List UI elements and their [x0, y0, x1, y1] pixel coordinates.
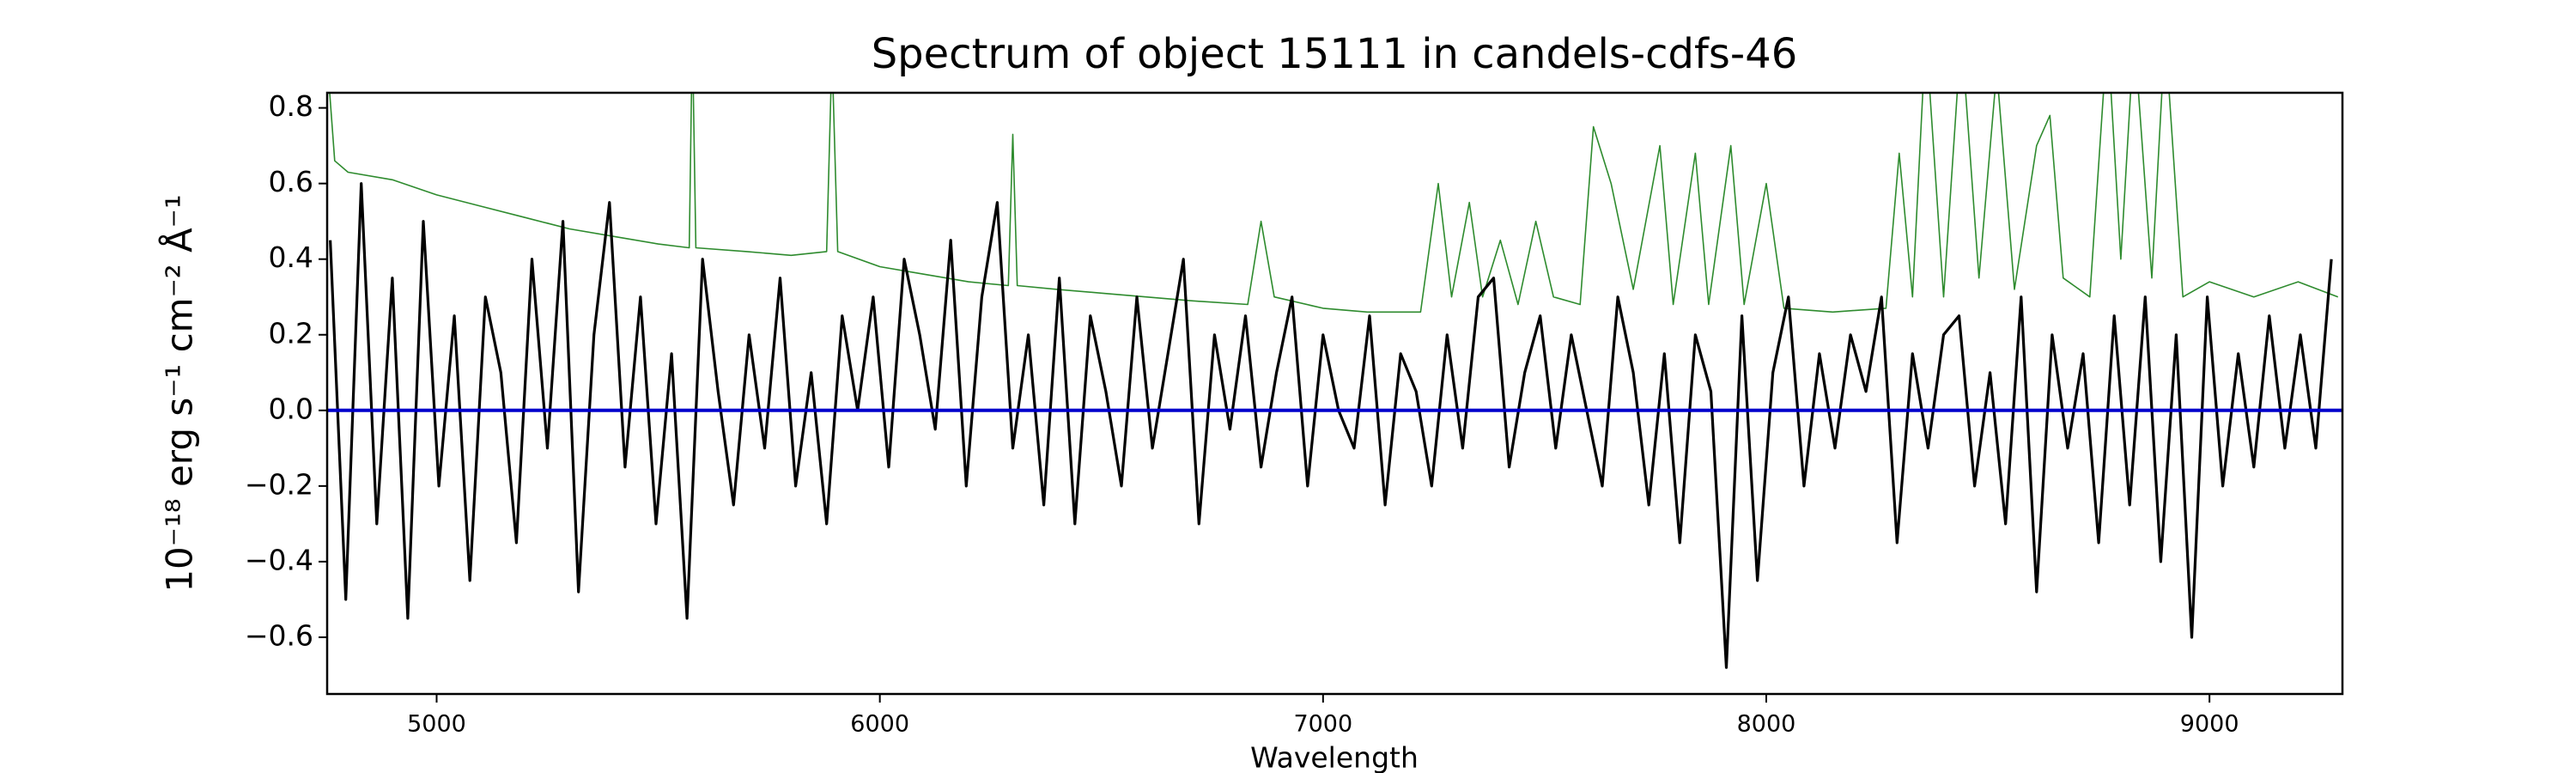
y-tick-label: −0.2	[245, 467, 313, 501]
y-tick-label: −0.6	[245, 618, 313, 652]
x-axis-label: Wavelength	[1250, 741, 1419, 773]
y-tick-label: 0.6	[269, 165, 313, 198]
x-tick-label: 7000	[1293, 711, 1352, 738]
y-tick-label: 0.2	[269, 316, 313, 350]
y-axis-label: 10⁻¹⁸ erg s⁻¹ cm⁻² Å⁻¹	[158, 194, 201, 592]
x-tick-label: 8000	[1737, 711, 1796, 738]
y-tick-label: −0.4	[245, 543, 313, 576]
plot-area	[327, 93, 2342, 669]
y-tick-label: 0.8	[269, 89, 313, 123]
spectrum-line	[329, 93, 2339, 313]
x-tick-label: 9000	[2180, 711, 2239, 738]
x-tick-label: 6000	[850, 711, 909, 738]
x-tick-label: 5000	[407, 711, 466, 738]
spectrum-line	[329, 182, 2333, 669]
chart-title: Spectrum of object 15111 in candels-cdfs…	[872, 30, 1798, 78]
y-tick-label: 0.4	[269, 240, 313, 274]
axes-frame	[325, 91, 2344, 696]
y-tick-label: 0.0	[269, 392, 313, 425]
